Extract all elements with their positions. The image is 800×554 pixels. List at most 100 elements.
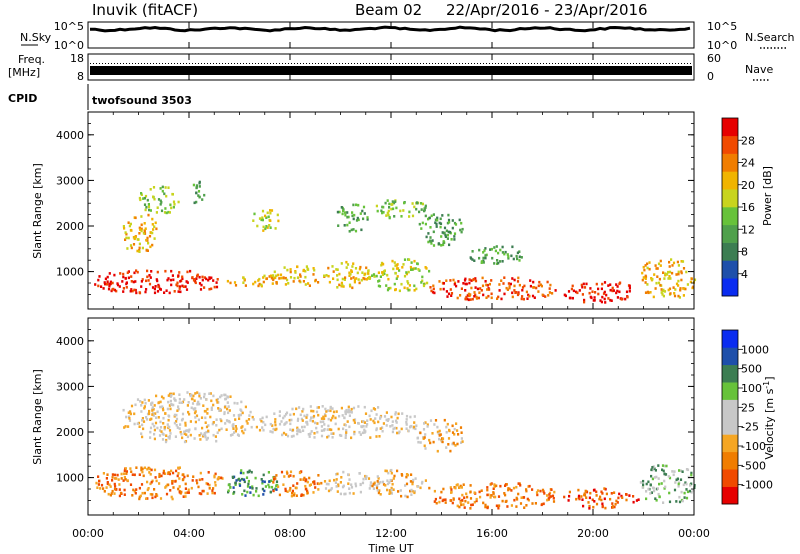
- echo-cell: [177, 405, 180, 408]
- echo-cell: [663, 277, 666, 280]
- echo-cell: [144, 194, 148, 198]
- echo-cell: [184, 487, 187, 490]
- echo-cell: [498, 504, 501, 507]
- echo-cell: [215, 281, 218, 284]
- echo-cell: [349, 272, 352, 276]
- echo-cell: [307, 282, 310, 285]
- echo-cell: [120, 477, 123, 480]
- echo-cell: [146, 269, 149, 273]
- echo-cell: [205, 277, 208, 281]
- echo-cell: [253, 212, 256, 216]
- echo-cell: [306, 489, 309, 493]
- echo-cell: [198, 492, 201, 495]
- colorbar-tick-label: 12: [741, 223, 755, 236]
- echo-cell: [205, 425, 209, 429]
- echo-cell: [353, 430, 356, 434]
- echo-cell: [365, 278, 368, 281]
- echo-cell: [262, 493, 265, 496]
- echo-cell: [155, 493, 158, 496]
- echo-cell: [646, 283, 649, 286]
- echo-cell: [151, 406, 154, 409]
- echo-cell: [189, 420, 192, 423]
- echo-cell: [157, 285, 160, 289]
- echo-cell: [358, 472, 361, 475]
- freq-left-tick-top: 18: [70, 52, 84, 65]
- echo-cell: [158, 475, 161, 478]
- echo-cell: [366, 218, 369, 221]
- echo-cell: [345, 431, 348, 434]
- echo-cell: [327, 434, 330, 438]
- echo-cell: [615, 291, 618, 295]
- cpid-value: twofsound 3503: [92, 94, 192, 107]
- echo-cell: [497, 261, 500, 265]
- echo-cell: [641, 271, 644, 275]
- echo-cell: [226, 407, 229, 411]
- echo-cell: [611, 289, 614, 293]
- echo-cell: [336, 210, 339, 214]
- echo-cell: [282, 431, 286, 435]
- echo-cell: [138, 497, 141, 501]
- echo-cell: [216, 431, 219, 434]
- echo-cell: [138, 246, 141, 250]
- echo-cell: [375, 428, 378, 432]
- echo-cell: [285, 411, 289, 415]
- echo-cell: [464, 289, 467, 292]
- echo-cell: [603, 297, 606, 301]
- echo-cell: [125, 232, 128, 236]
- echo-cell: [201, 198, 204, 201]
- echo-cell: [261, 487, 264, 491]
- echo-cell: [635, 499, 638, 502]
- echo-cell: [293, 492, 296, 495]
- echo-cell: [340, 281, 343, 285]
- echo-cell: [486, 288, 489, 291]
- echo-cell: [149, 482, 152, 486]
- echo-cell: [366, 423, 369, 426]
- echo-cell: [154, 412, 157, 415]
- echo-region: [563, 487, 640, 510]
- echo-cell: [381, 271, 384, 274]
- echo-cell: [292, 412, 295, 416]
- nsky-right-tick-top: 10^5: [707, 20, 737, 33]
- echo-cell: [116, 473, 119, 477]
- echo-cell: [603, 487, 606, 490]
- echo-cell: [177, 407, 180, 411]
- echo-cell: [226, 401, 229, 404]
- echo-cell: [234, 483, 237, 486]
- echo-cell: [254, 280, 257, 284]
- echo-cell: [393, 426, 396, 430]
- echo-cell: [169, 432, 172, 435]
- echo-cell: [233, 431, 236, 434]
- echo-cell: [413, 259, 416, 263]
- echo-cell: [510, 504, 513, 507]
- echo-cell: [186, 474, 189, 478]
- echo-cell: [169, 278, 172, 282]
- echo-cell: [250, 470, 253, 474]
- echo-cell: [655, 281, 658, 285]
- echo-cell: [288, 489, 291, 492]
- echo-cell: [197, 485, 200, 489]
- echo-cell: [460, 441, 463, 444]
- echo-cell: [448, 428, 451, 432]
- echo-cell: [311, 419, 314, 423]
- echo-cell: [97, 284, 100, 288]
- echo-cell: [231, 425, 235, 429]
- echo-cell: [348, 487, 351, 490]
- echo-cell: [209, 392, 212, 395]
- echo-cell: [575, 497, 578, 501]
- echo-cell: [673, 470, 676, 473]
- echo-cell: [180, 418, 184, 422]
- echo-cell: [159, 426, 163, 429]
- echo-cell: [663, 290, 667, 293]
- echo-region: [138, 185, 180, 215]
- colorbar-segment: [722, 118, 738, 137]
- echo-cell: [289, 268, 292, 271]
- echo-cell: [369, 418, 372, 421]
- echo-cell: [210, 408, 213, 411]
- echo-cell: [140, 468, 143, 472]
- echo-cell: [362, 425, 365, 428]
- echo-cell: [133, 271, 136, 275]
- echo-cell: [163, 291, 166, 294]
- echo-cell: [581, 498, 584, 501]
- echo-cell: [381, 211, 384, 215]
- echo-cell: [388, 481, 391, 484]
